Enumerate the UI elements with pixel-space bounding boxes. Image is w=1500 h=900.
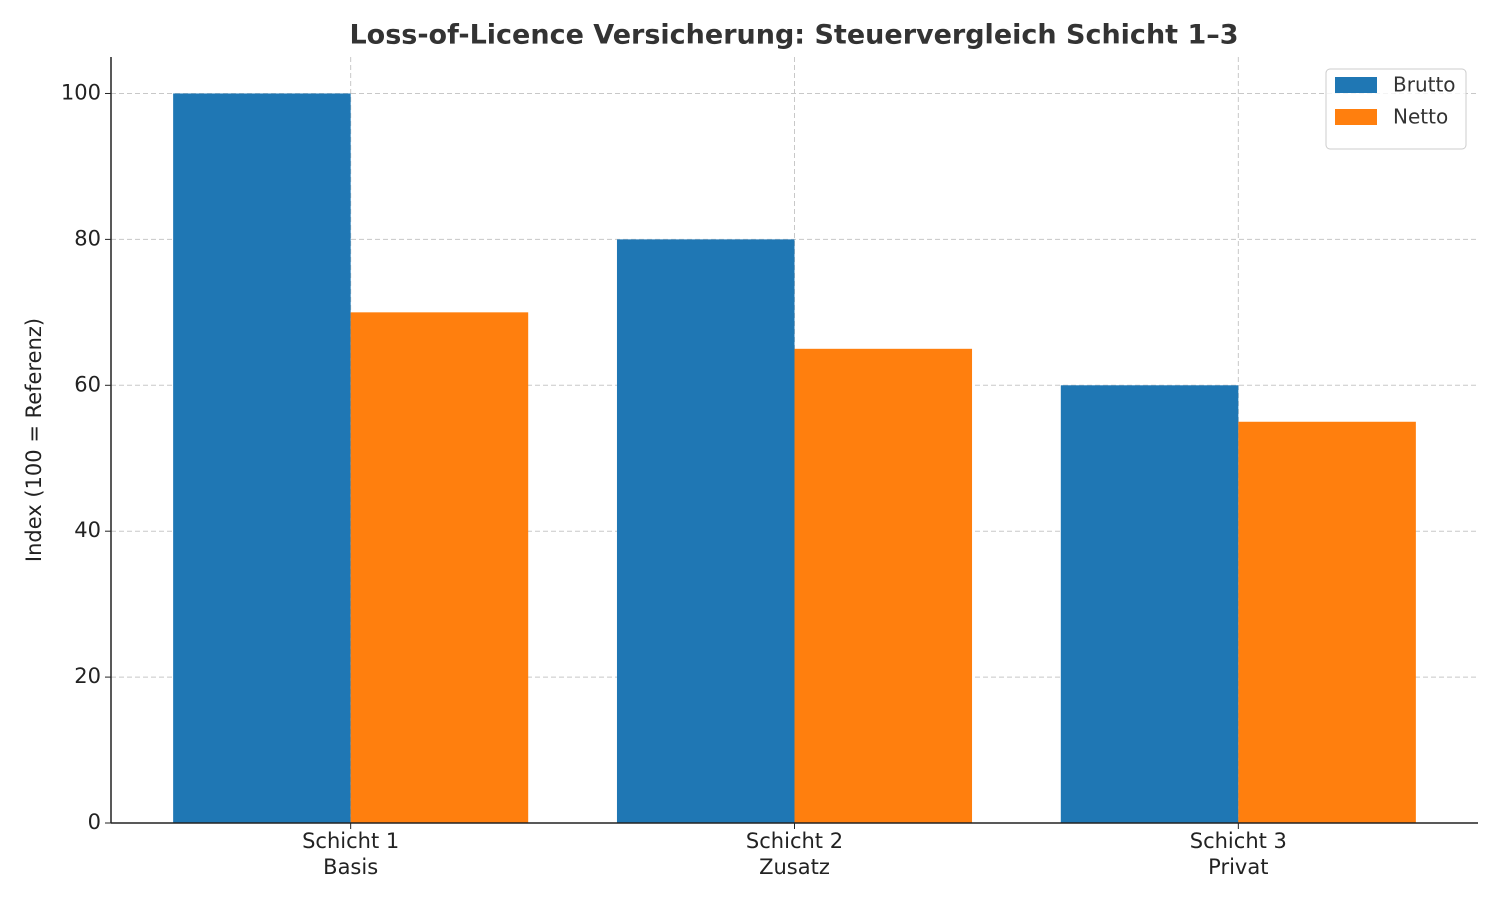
bar: [616, 239, 795, 823]
y-tick-label: 0: [88, 810, 101, 834]
y-axis-label: Index (100 = Referenz): [22, 318, 46, 562]
y-tick-label: 20: [74, 664, 101, 688]
bar: [1238, 421, 1416, 823]
legend-label: Brutto: [1393, 73, 1456, 97]
chart-title: Loss-of-Licence Versicherung: Steuerverg…: [349, 20, 1238, 51]
bar: [794, 348, 973, 823]
x-tick-label: Schicht 1 Basis: [302, 829, 399, 879]
y-tick-label: 100: [61, 80, 101, 104]
bar: [173, 93, 351, 823]
legend-label: Netto: [1393, 105, 1448, 129]
x-tick-label: Schicht 3 Privat: [1190, 829, 1287, 879]
bar: [350, 312, 529, 823]
y-tick-label: 60: [74, 372, 101, 396]
legend-swatch: [1335, 77, 1377, 93]
x-tick-label: Schicht 2 Zusatz: [746, 829, 843, 879]
bar: [1060, 385, 1239, 823]
y-tick-label: 80: [74, 226, 101, 250]
y-tick-label: 40: [74, 518, 101, 542]
legend-swatch: [1335, 109, 1377, 125]
